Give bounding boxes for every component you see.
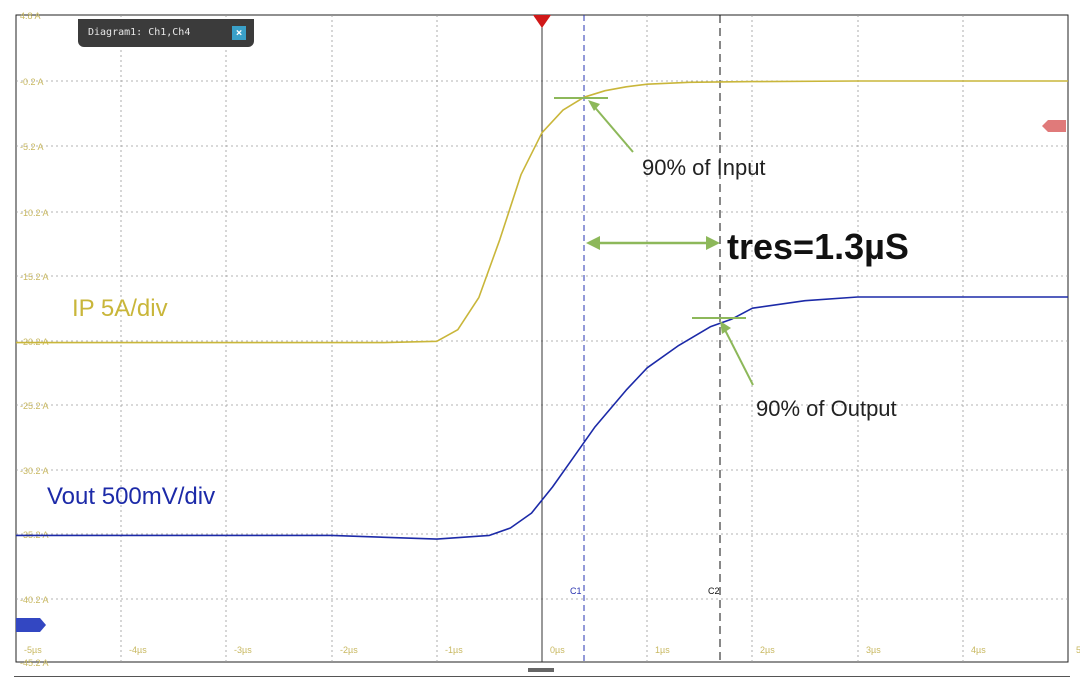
y-tick-label: -45.2 A: [20, 658, 49, 668]
y-tick-label: -10.2 A: [20, 208, 49, 218]
x-tick-label: -3µs: [234, 645, 252, 655]
diagram-tab-label: Diagram1: Ch1,Ch4: [88, 27, 191, 38]
annotation-output-90: 90% of Output: [756, 396, 897, 421]
x-axis-ticks: -5µs -4µs -3µs -2µs -1µs 0µs 1µs 2µs 3µs 4µs 5µs: [24, 645, 1080, 655]
y-axis-ticks: 4.8 A-0.2 A-5.2 A-10.2 A-15.2 A-20.2 A-2…: [20, 11, 49, 668]
x-tick-label: 4µs: [971, 645, 986, 655]
x-tick-label: -5µs: [24, 645, 42, 655]
series-label-output: Vout 500mV/div: [47, 483, 215, 510]
arrowhead-left-icon: [586, 236, 600, 250]
arrowhead-right-icon: [706, 236, 720, 250]
divider: [14, 676, 1070, 677]
level-marker-icon: [1042, 120, 1066, 132]
x-tick-label: 5µs: [1076, 645, 1080, 655]
annotation-tres: tres=1.3µS: [727, 226, 909, 267]
x-tick-label: -4µs: [129, 645, 147, 655]
ch4-marker-icon: [16, 618, 46, 632]
diagram-tab[interactable]: Diagram1: Ch1,Ch4 ×: [78, 19, 254, 47]
y-tick-label: -40.2 A: [20, 595, 49, 605]
x-tick-label: 2µs: [760, 645, 775, 655]
close-icon[interactable]: ×: [232, 26, 246, 40]
x-tick-label: 0µs: [550, 645, 565, 655]
series-output-line: [16, 296, 1068, 540]
y-tick-label: 4.8 A: [20, 11, 41, 21]
cursor-c2-label: C2: [708, 586, 720, 596]
y-tick-label: -25.2 A: [20, 401, 49, 411]
trigger-marker-icon: [533, 15, 551, 28]
arrowhead-icon: [720, 321, 731, 334]
output-90-arrow: [722, 325, 754, 386]
cursors[interactable]: C1 C2: [570, 15, 721, 662]
scroll-handle[interactable]: [528, 668, 554, 672]
annotations: IP 5A/div Vout 500mV/div 90% of Input 90% o…: [47, 97, 909, 510]
input-90-arrow: [591, 103, 634, 153]
annotation-input-90: 90% of Input: [642, 155, 766, 180]
x-tick-label: 1µs: [655, 645, 670, 655]
series: [16, 80, 1068, 540]
x-tick-label: -2µs: [340, 645, 358, 655]
y-tick-label: -5.2 A: [20, 142, 44, 152]
x-tick-label: -1µs: [445, 645, 463, 655]
y-tick-label: -15.2 A: [20, 272, 49, 282]
cursor-c1-label: C1: [570, 586, 582, 596]
arrowhead-icon: [588, 100, 600, 111]
grid: [15, 14, 1069, 663]
series-input-line: [16, 80, 1068, 344]
series-label-input: IP 5A/div: [72, 295, 168, 322]
y-tick-label: -0.2 A: [20, 77, 44, 87]
y-tick-label: -30.2 A: [20, 466, 49, 476]
x-tick-label: 3µs: [866, 645, 881, 655]
